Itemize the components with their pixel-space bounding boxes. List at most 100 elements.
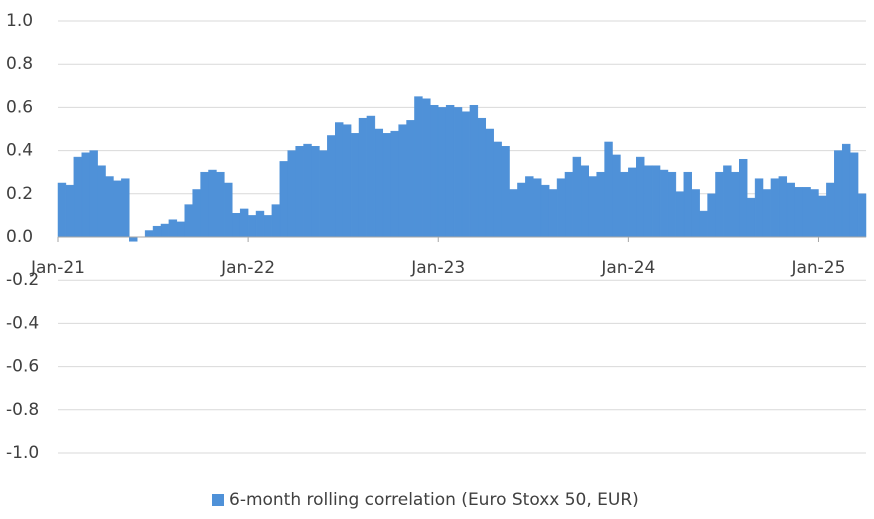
bar bbox=[152, 225, 162, 238]
bar bbox=[643, 165, 653, 238]
bar bbox=[501, 146, 510, 238]
bar bbox=[620, 171, 629, 238]
bar bbox=[263, 215, 273, 238]
bar bbox=[255, 210, 265, 238]
bar bbox=[358, 117, 368, 238]
bar bbox=[469, 104, 479, 238]
bar bbox=[81, 152, 90, 238]
bar bbox=[778, 176, 788, 238]
bar bbox=[533, 178, 542, 238]
bar bbox=[477, 117, 487, 238]
bar bbox=[437, 107, 447, 238]
bar bbox=[485, 128, 494, 238]
bar bbox=[430, 104, 439, 238]
bar bbox=[239, 208, 249, 238]
bar bbox=[113, 180, 122, 238]
bar bbox=[636, 156, 645, 238]
bar bbox=[382, 133, 391, 238]
bar bbox=[818, 195, 827, 238]
y-tick-label: 1.0 bbox=[6, 11, 33, 31]
bar bbox=[580, 165, 589, 238]
bar bbox=[794, 187, 803, 238]
legend-swatch bbox=[212, 494, 224, 506]
y-tick-label: 0.4 bbox=[6, 141, 33, 161]
bar bbox=[105, 176, 114, 238]
bar bbox=[628, 167, 637, 238]
bar bbox=[596, 171, 605, 238]
bar bbox=[548, 189, 558, 238]
bar bbox=[398, 124, 407, 238]
bar bbox=[691, 189, 700, 238]
bar bbox=[810, 189, 819, 238]
bar bbox=[707, 193, 716, 238]
x-tick-label: Jan-25 bbox=[790, 258, 845, 278]
x-tick-label: Jan-21 bbox=[30, 258, 85, 278]
bar bbox=[232, 212, 241, 238]
bar bbox=[849, 152, 859, 238]
x-tick-label: Jan-24 bbox=[600, 258, 655, 278]
y-tick-label: -0.6 bbox=[6, 357, 39, 377]
bar bbox=[770, 178, 780, 238]
bar bbox=[57, 182, 67, 238]
bar bbox=[247, 215, 257, 238]
bar bbox=[857, 193, 867, 238]
bar bbox=[224, 182, 233, 238]
bar bbox=[762, 189, 772, 238]
bar bbox=[414, 96, 423, 238]
bar bbox=[731, 171, 740, 238]
bar bbox=[461, 111, 471, 238]
bar bbox=[279, 161, 288, 238]
bar bbox=[739, 158, 748, 238]
y-tick-label: -0.2 bbox=[6, 270, 39, 290]
bar bbox=[588, 176, 597, 238]
bar bbox=[841, 143, 851, 238]
bar bbox=[572, 156, 582, 238]
bar bbox=[556, 178, 566, 238]
bar bbox=[303, 143, 312, 238]
y-tick-label: -0.4 bbox=[6, 313, 39, 333]
bar bbox=[374, 128, 384, 238]
bar bbox=[208, 169, 217, 238]
bar bbox=[350, 133, 360, 238]
bar bbox=[786, 182, 795, 238]
bar bbox=[493, 141, 502, 238]
bar bbox=[144, 230, 154, 238]
bar bbox=[517, 182, 526, 238]
bar bbox=[97, 165, 106, 238]
bar bbox=[271, 204, 281, 238]
bar bbox=[754, 178, 764, 238]
bar bbox=[89, 150, 98, 238]
bar bbox=[834, 150, 843, 238]
bar bbox=[366, 115, 376, 238]
bar bbox=[604, 141, 613, 238]
bar bbox=[335, 122, 344, 238]
bar bbox=[192, 189, 201, 238]
y-tick-label: 0.8 bbox=[6, 54, 33, 74]
x-tick-label: Jan-23 bbox=[410, 258, 465, 278]
bar bbox=[422, 98, 431, 238]
y-tick-label: 0.2 bbox=[6, 184, 33, 204]
bar bbox=[406, 120, 415, 238]
bar bbox=[319, 150, 328, 238]
bar bbox=[564, 171, 574, 238]
bar bbox=[129, 236, 138, 242]
bar bbox=[160, 223, 170, 238]
bar bbox=[826, 182, 835, 238]
bar bbox=[287, 150, 296, 238]
y-tick-label: 0.0 bbox=[6, 227, 33, 247]
bar bbox=[73, 156, 83, 238]
bar bbox=[699, 210, 708, 238]
bar bbox=[184, 204, 193, 238]
bar bbox=[390, 130, 399, 238]
bar bbox=[445, 104, 455, 238]
bar bbox=[216, 171, 225, 238]
legend-label: 6-month rolling correlation (Euro Stoxx … bbox=[229, 490, 639, 510]
bar bbox=[121, 178, 130, 238]
bar bbox=[509, 189, 518, 238]
bar bbox=[295, 146, 304, 238]
bar bbox=[168, 219, 178, 238]
bar bbox=[525, 176, 534, 238]
bar bbox=[176, 221, 185, 238]
y-tick-label: -0.8 bbox=[6, 400, 39, 420]
